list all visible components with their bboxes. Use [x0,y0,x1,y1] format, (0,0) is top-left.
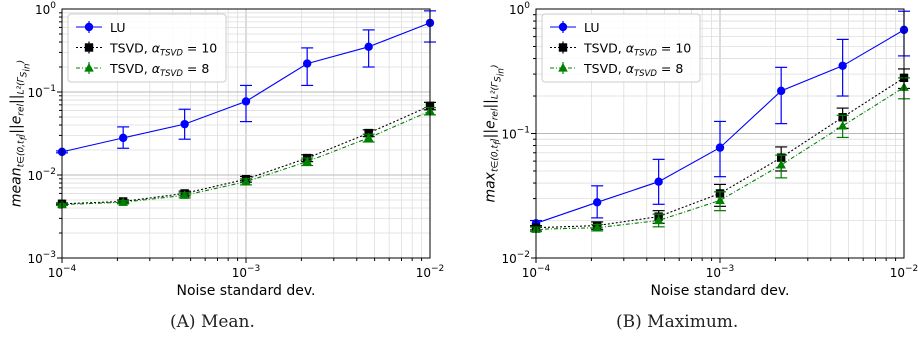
data-point [715,143,725,152]
chart-panel-b: 10−4 10−3 10−2 10−2 10−1 100 Noise standard de… [482,1,918,299]
data-point [837,120,848,130]
x-tick-label: 10−3 [232,264,261,280]
plot-frame [61,8,431,259]
y-tick-label: 10−3 [27,250,56,266]
x-axis-label: Noise standard dev. [651,283,790,299]
y-tick-label: 10−1 [501,126,530,142]
data-point [302,156,312,166]
y-tick-label: 10−2 [27,167,56,183]
x-tick-label: 10−4 [522,264,551,280]
data-point [364,42,373,52]
data-point [84,43,94,52]
data-point [558,22,568,32]
y-tick-label: 100 [509,1,530,17]
series [56,106,436,209]
y-axis-label: meant∈(0,tf]||erel||L²(ΓSin) [8,59,32,208]
data-point [776,86,786,96]
legend-label: LU [584,20,600,35]
x-tick-label: 10−3 [706,264,735,280]
data-point [118,197,128,206]
legend-label: TSVD, αTSVD = 8 [109,61,209,79]
data-point [592,222,602,232]
y-tick-label: 10−1 [27,84,56,100]
x-axis-label: Noise standard dev. [177,283,316,299]
legend-box [67,13,227,83]
legend: LU TSVD, αTSVD = 10 TSVD, αTSVD = 8 [67,13,227,83]
data-point [180,119,189,129]
y-tick-label: 10−2 [501,250,530,266]
legend: LU TSVD, αTSVD = 10 TSVD, αTSVD = 8 [541,13,701,83]
caption-a: (A) Mean. [170,312,255,332]
data-point [558,63,568,72]
data-point [84,22,94,32]
data-point [118,133,128,143]
legend-box [541,13,701,83]
data-point [84,63,94,72]
x-tick-label: 10−4 [48,264,77,280]
y-axis-label-text: meant∈(0,tf]||erel||L²(ΓSin) [8,59,32,208]
x-tick-label: 10−2 [416,264,445,280]
legend-label: TSVD, αTSVD = 10 [109,41,217,59]
x-tick-label: 10−2 [890,264,918,280]
y-axis-label-text: maxt∈(0,tf]||erel||L²(ΓSin) [482,64,506,203]
data-point [241,176,251,186]
data-point [179,190,190,199]
data-point [838,61,847,70]
y-tick-label: 100 [35,1,56,17]
data-point [715,195,725,205]
legend-label: TSVD, αTSVD = 10 [583,41,691,59]
data-point [558,43,568,52]
data-point [776,159,786,169]
data-point [363,132,374,142]
series [56,10,436,157]
data-point [241,97,251,106]
y-axis-label: maxt∈(0,tf]||erel||L²(ΓSin) [482,64,506,203]
data-point [653,215,664,225]
legend-label: TSVD, αTSVD = 8 [583,61,683,79]
caption-b: (B) Maximum. [616,312,739,332]
legend-label: LU [110,20,126,35]
data-point [592,198,602,207]
plot-frame [535,8,905,259]
data-point [302,59,312,68]
data-point [654,177,663,186]
